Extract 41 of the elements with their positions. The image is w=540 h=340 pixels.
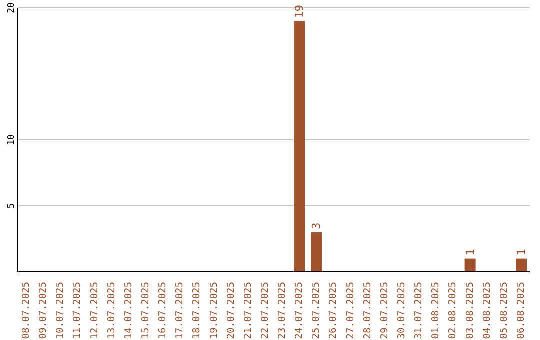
- x-tick-label: 02.08.2025: [448, 282, 459, 340]
- x-tick-label: 03.08.2025: [464, 282, 476, 340]
- x-tick-label: 10.07.2025: [55, 282, 66, 340]
- x-tick-label: 15.07.2025: [140, 282, 152, 340]
- x-tick-label: 26.07.2025: [328, 282, 340, 340]
- x-tick-label: 18.07.2025: [192, 282, 203, 340]
- x-tick-label: 06.08.2025: [516, 282, 527, 340]
- data-label: 1: [464, 249, 477, 256]
- x-tick-label: 13.07.2025: [106, 282, 118, 340]
- x-tick-label: 27.07.2025: [345, 282, 356, 340]
- x-tick-label: 14.07.2025: [123, 282, 134, 340]
- data-label: 1: [515, 249, 528, 256]
- x-tick-label: 01.08.2025: [430, 282, 442, 340]
- x-tick-label: 08.07.2025: [21, 282, 32, 340]
- bar: [311, 232, 322, 272]
- x-tick-label: 22.07.2025: [260, 282, 271, 340]
- y-tick-label: 20: [7, 2, 17, 14]
- x-tick-label: 11.07.2025: [72, 282, 84, 340]
- x-tick-label: 31.07.2025: [414, 282, 425, 340]
- x-tick-label: 17.07.2025: [174, 282, 186, 340]
- y-tick-label: 5: [7, 203, 17, 209]
- x-tick-label: 24.07.2025: [294, 282, 306, 340]
- x-tick-label: 23.07.2025: [277, 282, 288, 340]
- data-label: 3: [310, 222, 324, 230]
- x-tick-label: 05.08.2025: [498, 282, 510, 340]
- y-tick-label: 10: [7, 134, 17, 146]
- x-tick-label: 30.07.2025: [396, 282, 408, 340]
- x-tick-label: 20.07.2025: [226, 282, 237, 340]
- x-tick-label: 04.08.2025: [482, 282, 493, 340]
- bar: [464, 258, 476, 272]
- bar: [294, 21, 306, 272]
- x-tick-label: 16.07.2025: [158, 282, 169, 340]
- x-tick-label: 09.07.2025: [38, 282, 50, 340]
- data-label: 19: [293, 4, 306, 18]
- x-tick-label: 28.07.2025: [362, 282, 374, 340]
- x-tick-label: 25.07.2025: [311, 282, 322, 340]
- bar: [516, 258, 528, 272]
- x-tick-label: 29.07.2025: [379, 282, 390, 340]
- x-tick-label: 21.07.2025: [242, 282, 254, 340]
- x-tick-label: 12.07.2025: [89, 282, 100, 340]
- x-tick-label: 19.07.2025: [208, 282, 220, 340]
